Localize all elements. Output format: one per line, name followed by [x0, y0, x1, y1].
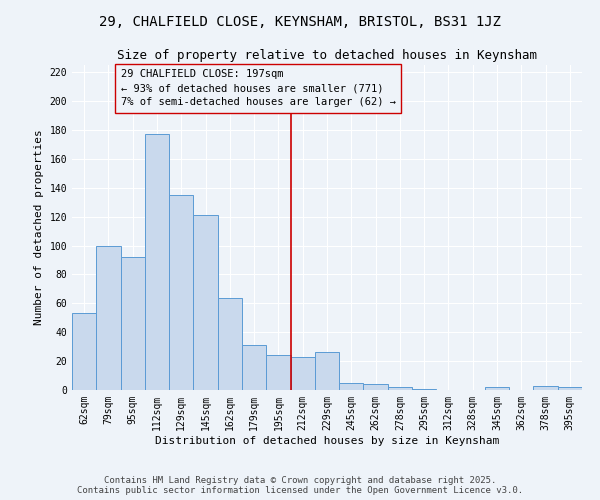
Bar [218, 298, 242, 390]
Title: Size of property relative to detached houses in Keynsham: Size of property relative to detached ho… [117, 50, 537, 62]
Bar [145, 134, 169, 390]
Bar [242, 345, 266, 390]
Bar [266, 356, 290, 390]
Y-axis label: Number of detached properties: Number of detached properties [34, 130, 44, 326]
Bar [412, 388, 436, 390]
Text: Contains HM Land Registry data © Crown copyright and database right 2025.
Contai: Contains HM Land Registry data © Crown c… [77, 476, 523, 495]
Text: 29, CHALFIELD CLOSE, KEYNSHAM, BRISTOL, BS31 1JZ: 29, CHALFIELD CLOSE, KEYNSHAM, BRISTOL, … [99, 15, 501, 29]
Bar [290, 357, 315, 390]
Bar [485, 387, 509, 390]
Bar [364, 384, 388, 390]
X-axis label: Distribution of detached houses by size in Keynsham: Distribution of detached houses by size … [155, 436, 499, 446]
Bar [315, 352, 339, 390]
Bar [72, 314, 96, 390]
Bar [96, 246, 121, 390]
Bar [558, 387, 582, 390]
Bar [121, 257, 145, 390]
Text: 29 CHALFIELD CLOSE: 197sqm
← 93% of detached houses are smaller (771)
7% of semi: 29 CHALFIELD CLOSE: 197sqm ← 93% of deta… [121, 70, 395, 108]
Bar [388, 387, 412, 390]
Bar [339, 383, 364, 390]
Bar [169, 195, 193, 390]
Bar [193, 215, 218, 390]
Bar [533, 386, 558, 390]
